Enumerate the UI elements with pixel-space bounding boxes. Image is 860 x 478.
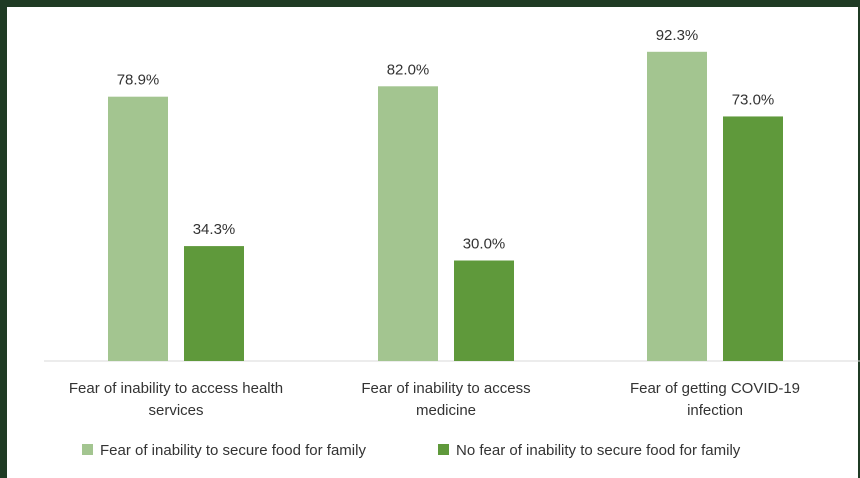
bar-no-fear-food-1: [184, 246, 244, 361]
data-label-fear-food-2: 82.0%: [387, 61, 430, 78]
value-labels-layer: 78.9% 82.0% 92.3% 34.3% 30.0% 73.0%: [117, 27, 775, 253]
bar-fear-food-3: [647, 51, 707, 362]
category-label-3-line-1: Fear of getting COVID-19: [630, 380, 800, 397]
category-label-3-line-2: infection: [687, 402, 743, 419]
legend-label-fear-food: Fear of inability to secure food for fam…: [100, 442, 366, 459]
category-label-1-line-2: services: [148, 402, 203, 419]
data-label-no-fear-food-2: 30.0%: [463, 236, 506, 253]
category-label-1-line-1: Fear of inability to access health: [69, 380, 283, 397]
legend-swatch-no-fear-food: [438, 444, 449, 455]
category-label-2-line-2: medicine: [416, 402, 476, 419]
data-label-no-fear-food-3: 73.0%: [732, 91, 775, 108]
bar-no-fear-food-3: [723, 116, 783, 361]
data-label-no-fear-food-1: 34.3%: [193, 221, 236, 238]
legend-swatch-fear-food: [82, 444, 93, 455]
category-label-2-line-1: Fear of inability to access: [361, 380, 530, 397]
bar-fear-food-2: [378, 86, 438, 362]
data-label-fear-food-1: 78.9%: [117, 72, 160, 89]
bars-layer: [108, 51, 783, 362]
category-labels-layer: Fear of inability to access health servic…: [69, 380, 800, 419]
legend-label-no-fear-food: No fear of inability to secure food for …: [456, 442, 741, 459]
bar-fear-food-1: [108, 96, 168, 361]
legend: Fear of inability to secure food for fam…: [82, 442, 741, 459]
bar-no-fear-food-2: [454, 260, 514, 361]
data-label-fear-food-3: 92.3%: [656, 27, 699, 44]
